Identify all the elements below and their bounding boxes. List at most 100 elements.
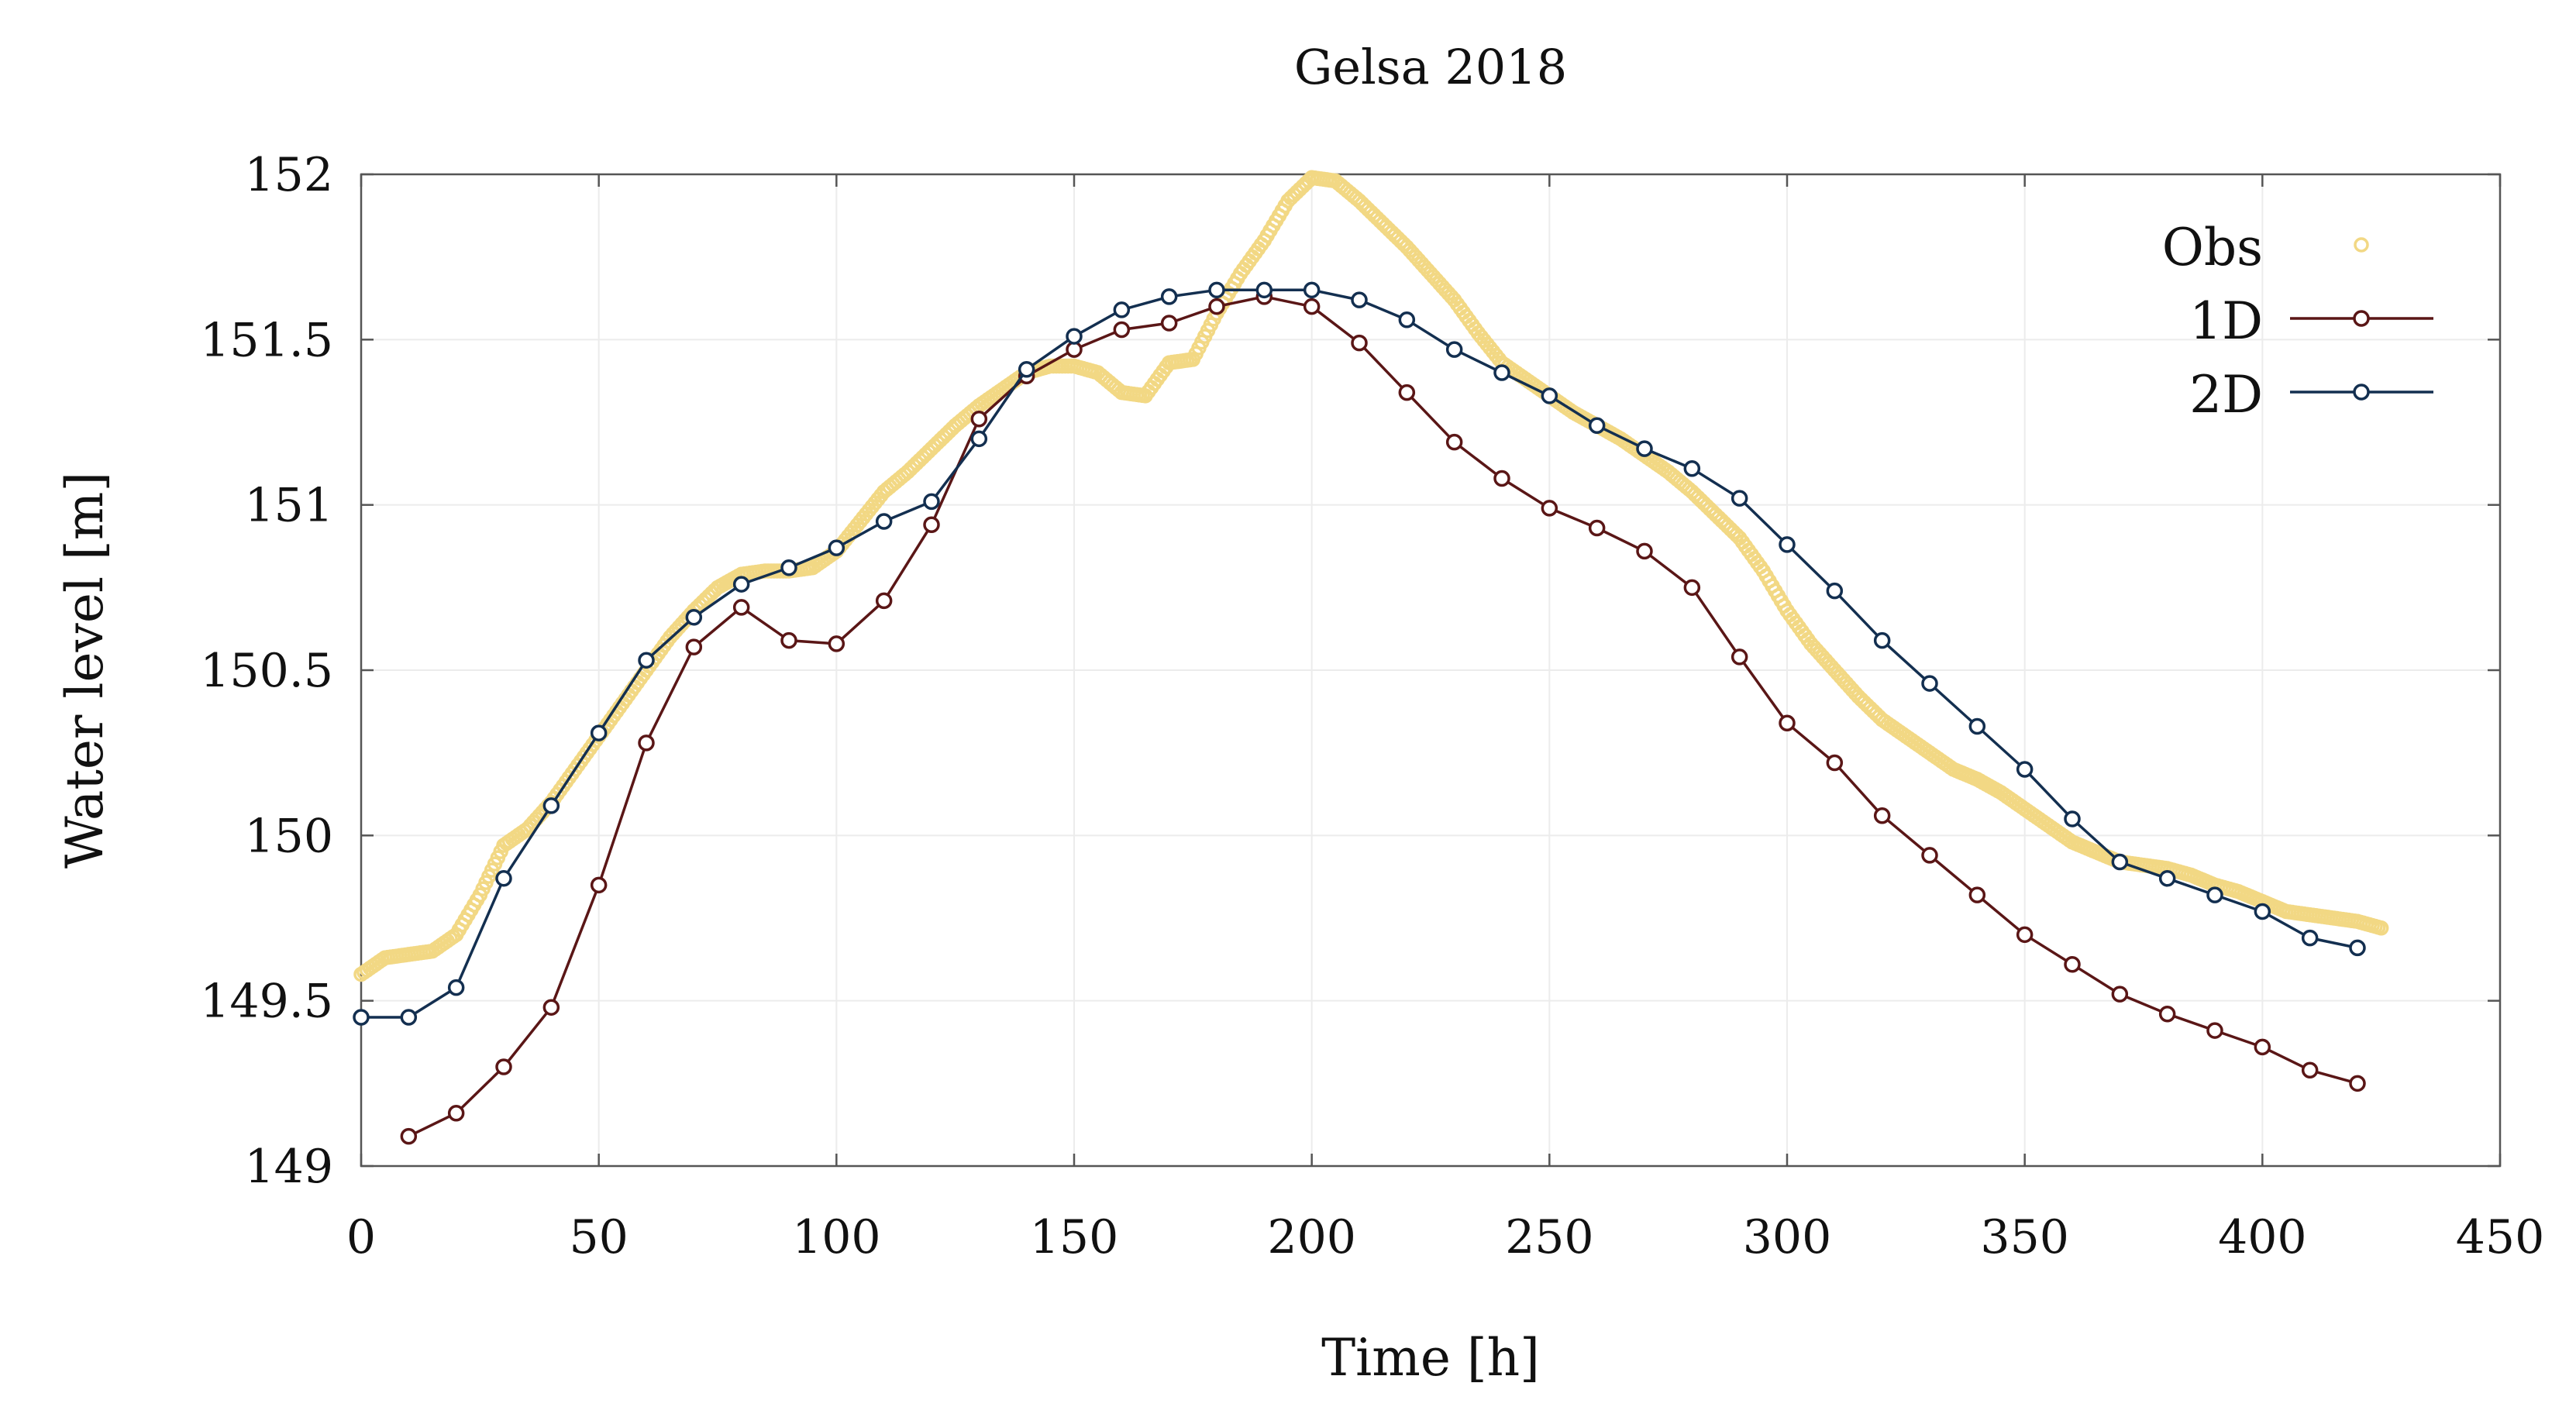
point-1d	[1779, 714, 1796, 732]
point-1d	[1588, 519, 1606, 537]
x-tick-label: 200	[1267, 1210, 1356, 1264]
point-2d	[2016, 761, 2034, 778]
point-1d	[875, 592, 893, 610]
series-1d	[400, 288, 2366, 1145]
point-2d	[1921, 675, 1938, 692]
point-2d	[638, 652, 655, 669]
x-tick-labels: 0 50 100 150 200 250 300 350 400 450	[346, 1210, 2544, 1264]
point-2d	[1018, 360, 1035, 378]
series-obs	[353, 170, 2389, 982]
point-2d	[1731, 490, 1748, 507]
chart-title: Gelsa 2018	[1294, 39, 1567, 95]
point-2d	[1208, 281, 1225, 299]
point-2d	[2111, 853, 2129, 871]
point-1d	[590, 876, 608, 894]
point-2d	[1779, 536, 1796, 553]
y-tick-label: 151	[244, 479, 333, 533]
point-2d	[2254, 903, 2271, 920]
point-1d	[2254, 1038, 2271, 1056]
legend-label-1d: 1D	[2189, 291, 2263, 351]
point-2d	[542, 797, 560, 814]
point-2d	[1541, 387, 1558, 404]
point-1d	[1541, 500, 1558, 517]
point-1d	[1968, 886, 1986, 903]
point-1d	[2111, 986, 2129, 1003]
x-tick-label: 400	[2218, 1210, 2307, 1264]
point-2d	[353, 1009, 370, 1026]
point-2d	[590, 724, 608, 741]
obs-point	[2373, 920, 2389, 936]
y-tick-label: 150.5	[200, 644, 333, 698]
point-1d	[2064, 955, 2081, 973]
point-2d	[1826, 582, 1844, 600]
x-tick-label: 450	[2456, 1210, 2545, 1264]
point-1d	[1683, 579, 1701, 597]
point-2d	[970, 430, 988, 448]
point-2d	[2206, 886, 2223, 903]
point-2d	[1303, 281, 1321, 299]
point-2d	[1160, 288, 1178, 305]
point-2d	[875, 513, 893, 530]
y-tick-label: 149.5	[200, 975, 333, 1029]
ticks	[360, 173, 2502, 1168]
legend-label-obs: Obs	[2162, 218, 2263, 277]
point-2d	[1588, 417, 1606, 435]
point-2d	[2064, 810, 2081, 827]
point-1d	[495, 1058, 512, 1075]
point-2d	[447, 979, 465, 996]
point-1d	[447, 1104, 465, 1122]
point-1d	[1493, 470, 1510, 487]
point-2d	[1113, 301, 1131, 318]
point-2d	[1493, 364, 1510, 381]
series-line-1d	[408, 295, 2358, 1138]
x-tick-label: 100	[792, 1210, 881, 1264]
point-1d	[828, 635, 845, 652]
point-1d	[1873, 807, 1891, 824]
x-tick-label: 350	[1980, 1210, 2069, 1264]
legend-marker-1d	[2353, 310, 2370, 327]
point-2d	[780, 559, 797, 576]
point-2d	[2158, 870, 2176, 887]
point-2d	[1255, 281, 1273, 299]
legend-label-2d: 2D	[2189, 365, 2263, 425]
x-tick-label: 50	[569, 1210, 628, 1264]
y-tick-label: 152	[244, 148, 333, 202]
point-1d	[1160, 315, 1178, 332]
point-1d	[1921, 847, 1938, 864]
legend-marker-obs	[2354, 237, 2369, 253]
point-1d	[2349, 1075, 2366, 1092]
point-1d	[1113, 321, 1131, 339]
point-2d	[1968, 717, 1986, 735]
series	[353, 170, 2389, 1145]
point-2d	[1636, 440, 1653, 457]
y-tick-label: 150	[244, 809, 333, 863]
point-1d	[542, 999, 560, 1016]
y-tick-label: 149	[244, 1140, 333, 1194]
point-2d	[495, 870, 512, 887]
y-tick-label: 151.5	[200, 313, 333, 367]
point-1d	[970, 410, 988, 428]
point-1d	[638, 734, 655, 752]
point-1d	[685, 638, 703, 655]
point-2d	[732, 576, 750, 593]
point-1d	[1826, 754, 1844, 772]
point-2d	[2301, 929, 2319, 947]
point-1d	[1636, 542, 1653, 560]
point-1d	[2158, 1005, 2176, 1023]
x-tick-label: 0	[346, 1210, 376, 1264]
x-axis-label: Time [h]	[1321, 1328, 1540, 1388]
point-2d	[685, 608, 703, 626]
point-1d	[2016, 926, 2034, 944]
point-2d	[1445, 341, 1463, 358]
point-2d	[1351, 291, 1368, 308]
point-1d	[1731, 648, 1748, 666]
legend: Obs 1D 2D	[2162, 218, 2433, 425]
point-2d	[1683, 459, 1701, 477]
point-2d	[1873, 631, 1891, 649]
point-1d	[732, 599, 750, 616]
point-1d	[1066, 341, 1083, 358]
x-tick-label: 150	[1030, 1210, 1119, 1264]
point-1d	[2301, 1061, 2319, 1079]
point-1d	[1208, 298, 1225, 315]
